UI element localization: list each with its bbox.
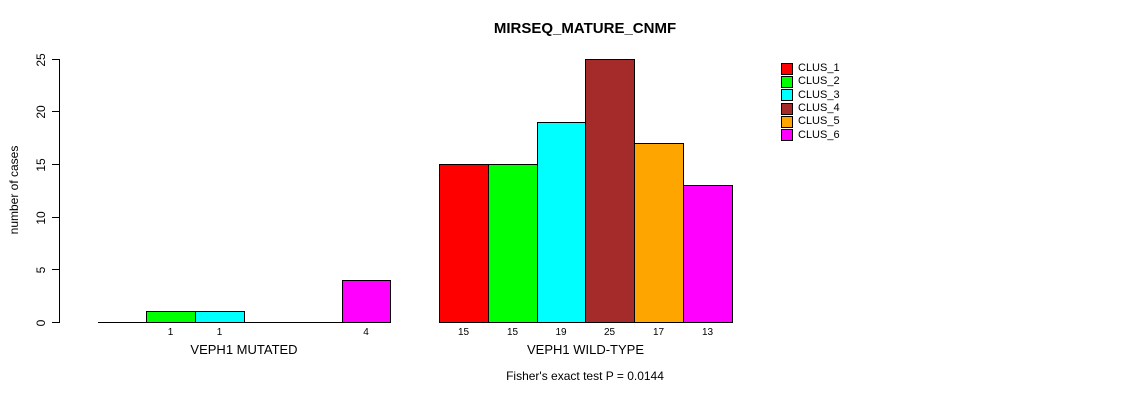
bar-value-label: 13 xyxy=(701,327,714,338)
y-axis-tick xyxy=(52,217,59,218)
y-axis-tick-label: 20 xyxy=(34,104,48,119)
y-axis-tick xyxy=(52,269,59,270)
legend-swatch-clus_2 xyxy=(781,75,793,88)
bar-zero-clus_1 xyxy=(98,322,147,323)
bar-value-label: 1 xyxy=(167,327,174,338)
y-axis-tick xyxy=(52,111,59,112)
group-label: VEPH1 MUTATED xyxy=(190,342,298,357)
legend-label: CLUS_6 xyxy=(798,128,840,141)
y-axis-tick-label: 5 xyxy=(34,266,48,273)
legend-label: CLUS_1 xyxy=(798,62,840,75)
legend-swatch-clus_6 xyxy=(781,129,793,142)
y-axis-title: number of cases xyxy=(7,145,21,235)
y-axis-tick-label: 0 xyxy=(34,319,48,326)
bar-value-label: 1 xyxy=(216,327,223,338)
legend-swatch-clus_1 xyxy=(781,62,793,75)
bar-clus_2 xyxy=(146,311,196,323)
legend-label: CLUS_3 xyxy=(798,88,840,101)
bar-value-label: 15 xyxy=(506,327,519,338)
bar-clus_3 xyxy=(537,122,586,323)
y-axis-tick xyxy=(52,322,59,323)
bar-clus_4 xyxy=(585,59,635,323)
y-axis-line xyxy=(59,59,60,323)
bar-value-label: 4 xyxy=(363,327,369,338)
y-axis-tick xyxy=(52,164,59,165)
y-axis-tick-label: 15 xyxy=(34,157,48,172)
bar-clus_6 xyxy=(342,280,391,323)
y-axis-tick-label: 10 xyxy=(34,210,48,225)
legend-swatch-clus_4 xyxy=(781,102,793,115)
legend-swatch-clus_5 xyxy=(781,115,793,128)
bar-clus_5 xyxy=(634,143,684,323)
legend-label: CLUS_2 xyxy=(798,75,840,88)
legend-item: CLUS_5 xyxy=(781,115,840,128)
bar-value-label: 19 xyxy=(555,327,567,338)
legend: CLUS_1 CLUS_2 CLUS_3 CLUS_4 CLUS_5 CLUS_6 xyxy=(781,62,840,142)
bar-zero-clus_4 xyxy=(244,322,294,323)
legend-label: CLUS_5 xyxy=(798,115,840,128)
bar-zero-clus_5 xyxy=(293,322,343,323)
group-label: VEPH1 WILD-TYPE xyxy=(526,342,645,357)
bar-clus_6 xyxy=(683,185,733,323)
bar-clus_1 xyxy=(439,164,489,323)
legend-item: CLUS_2 xyxy=(781,75,840,88)
chart-title: MIRSEQ_MATURE_CNMF xyxy=(493,20,677,37)
y-axis-tick-label: 25 xyxy=(34,52,48,67)
legend-item: CLUS_6 xyxy=(781,129,840,142)
fisher-test-annotation: Fisher's exact test P = 0.0144 xyxy=(506,369,664,383)
legend-label: CLUS_4 xyxy=(798,102,840,115)
y-axis-tick xyxy=(52,59,59,60)
bar-value-label: 15 xyxy=(457,327,470,338)
bar-clus_2 xyxy=(488,164,538,323)
bar-clus_3 xyxy=(195,311,245,323)
bar-value-label: 25 xyxy=(603,327,616,338)
legend-item: CLUS_1 xyxy=(781,62,840,75)
legend-swatch-clus_3 xyxy=(781,89,793,102)
bar-value-label: 17 xyxy=(652,327,665,338)
legend-item: CLUS_3 xyxy=(781,89,840,102)
legend-item: CLUS_4 xyxy=(781,102,840,115)
